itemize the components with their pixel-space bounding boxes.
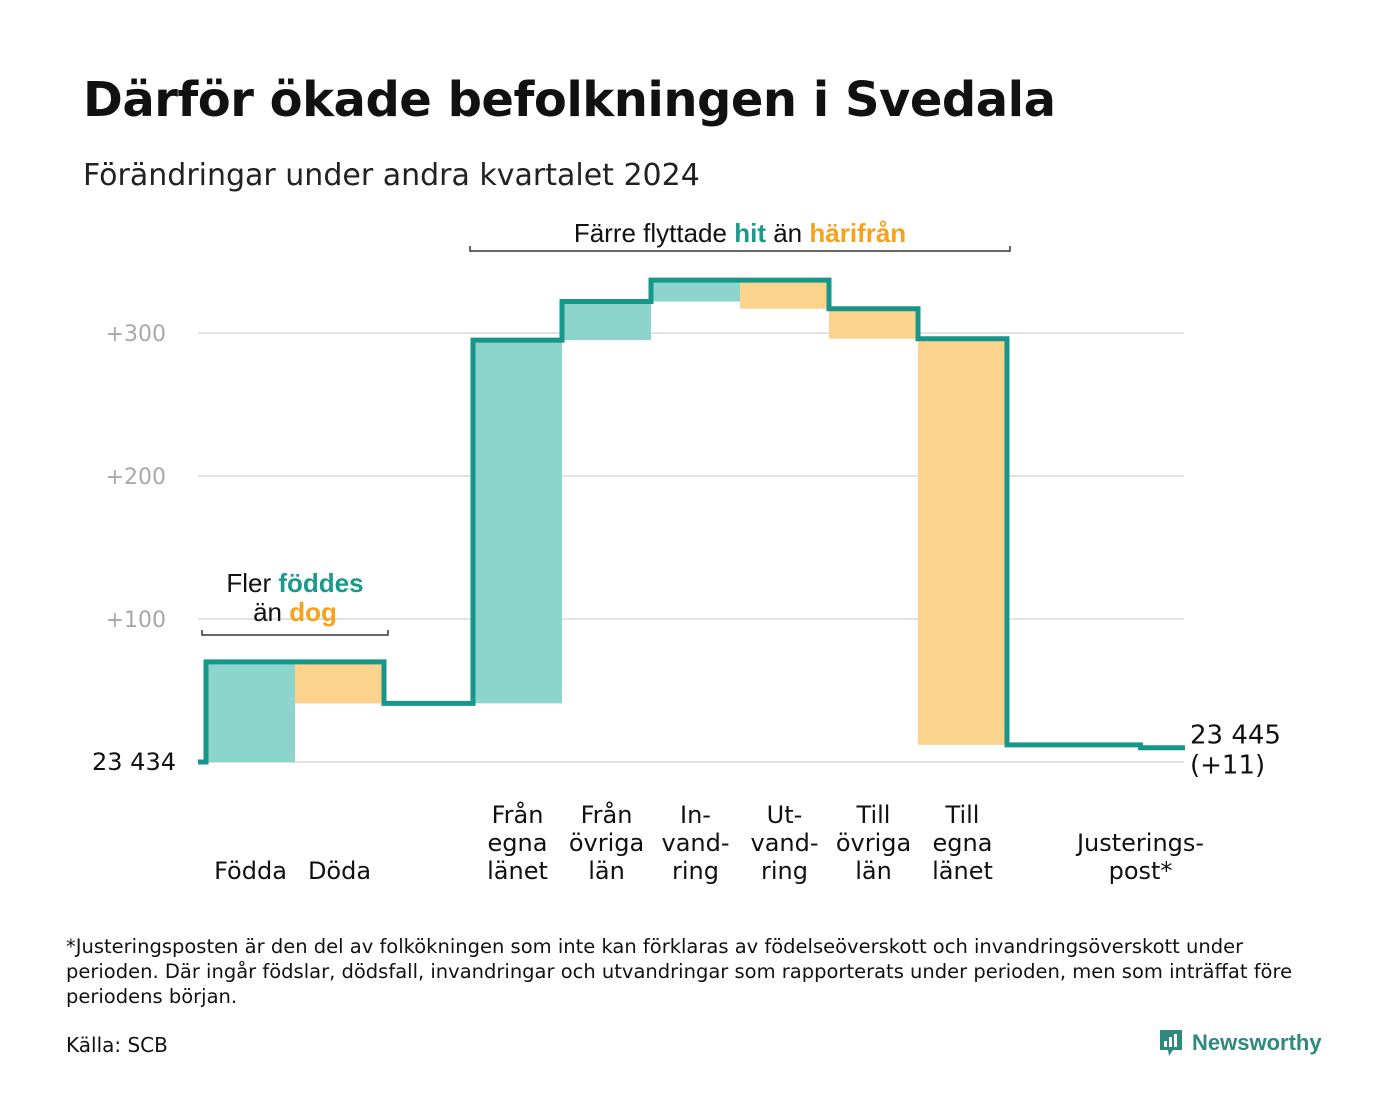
increase-bar bbox=[473, 340, 562, 704]
end-change-label: (+11) bbox=[1190, 751, 1265, 781]
end-value-label: 23 445 bbox=[1190, 721, 1281, 751]
category-label: länet bbox=[932, 857, 993, 885]
category-label: vand- bbox=[661, 829, 729, 857]
category-label: Justerings- bbox=[1075, 829, 1204, 857]
decrease-bar bbox=[295, 661, 384, 704]
category-label: län bbox=[855, 857, 892, 885]
cumulative-step-line bbox=[198, 277, 1185, 765]
category-label: län bbox=[588, 857, 625, 885]
births-bracket bbox=[201, 630, 389, 636]
brand-logo: Newsworthy bbox=[1158, 1028, 1322, 1058]
start-value-label: 23 434 bbox=[92, 748, 176, 776]
category-label: Till bbox=[945, 801, 980, 829]
brand-name: Newsworthy bbox=[1192, 1030, 1322, 1055]
category-label: Till bbox=[856, 801, 891, 829]
category-label: övriga bbox=[836, 829, 911, 857]
decrease-bar bbox=[918, 338, 1007, 745]
source-note: Källa: SCB bbox=[66, 1033, 168, 1057]
category-label: post* bbox=[1109, 857, 1173, 885]
category-label: Från bbox=[581, 800, 633, 829]
y-tick-label: +100 bbox=[106, 608, 166, 633]
increase-bar bbox=[562, 301, 651, 341]
increase-bar bbox=[651, 280, 740, 302]
category-label: länet bbox=[487, 857, 548, 885]
category-label: ring bbox=[761, 857, 808, 885]
category-label: egna bbox=[488, 829, 548, 857]
chart-subtitle: Förändringar under andra kvartalet 2024 bbox=[83, 158, 700, 193]
newsworthy-logo-icon bbox=[1160, 1030, 1182, 1056]
increase-bar bbox=[206, 661, 295, 762]
category-label: Döda bbox=[308, 857, 371, 885]
category-label: Från bbox=[492, 800, 544, 829]
footnote: *Justeringsposten är den del av folkökni… bbox=[66, 935, 1293, 1008]
y-tick-label: +300 bbox=[106, 322, 166, 347]
decrease-bar bbox=[829, 308, 918, 339]
migration-bracket bbox=[469, 246, 1011, 252]
y-tick-label: +200 bbox=[106, 465, 166, 490]
category-label: In- bbox=[680, 801, 711, 829]
category-label: egna bbox=[933, 829, 993, 857]
category-label: Födda bbox=[214, 857, 287, 885]
category-label: övriga bbox=[569, 829, 644, 857]
chart-title: Därför ökade befolkningen i Svedala bbox=[83, 72, 1056, 128]
births-annotation-line2: än dog bbox=[253, 597, 337, 627]
decrease-bar bbox=[740, 280, 829, 309]
category-label: vand- bbox=[750, 829, 818, 857]
migration-annotation: Färre flyttade hit än härifrån bbox=[574, 218, 906, 248]
births-annotation-line1: Fler föddes bbox=[226, 568, 363, 598]
category-label: Ut- bbox=[767, 801, 803, 829]
category-label: ring bbox=[672, 857, 719, 885]
